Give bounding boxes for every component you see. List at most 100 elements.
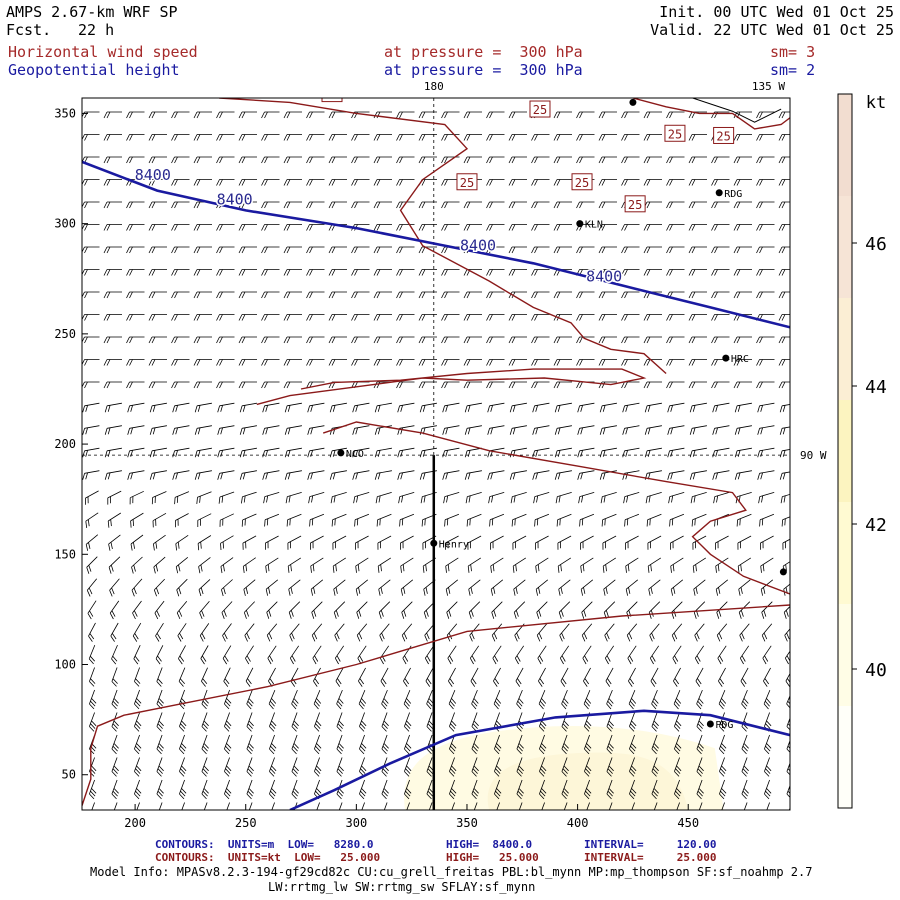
wind-barb <box>306 336 325 344</box>
wind-barb <box>126 246 145 254</box>
wind-barb <box>670 535 684 550</box>
wind-barb <box>271 802 275 810</box>
wind-barb <box>418 314 437 321</box>
wind-barb <box>598 111 617 119</box>
wind-barb <box>308 492 325 504</box>
wind-barb <box>381 757 389 777</box>
wind-barb <box>396 111 415 119</box>
wind-barb <box>328 111 347 119</box>
wind-barb <box>463 291 482 299</box>
wind-barb <box>778 179 790 186</box>
wind-barb <box>626 623 638 642</box>
wind-barb <box>717 645 727 665</box>
wind-barb <box>332 557 347 573</box>
wind-barb <box>622 447 640 458</box>
wind-barb <box>778 246 790 254</box>
wind-barb <box>531 201 550 209</box>
y-tick-label: 50 <box>62 768 76 782</box>
wind-barb <box>688 179 707 186</box>
wind-barb <box>154 600 165 620</box>
wind-barb <box>82 402 100 413</box>
wind-barb <box>449 757 457 777</box>
wind-barb <box>696 734 704 755</box>
wind-barb <box>712 425 730 435</box>
field2-level: at pressure = 300 hPa <box>384 61 583 79</box>
wind-barb <box>269 757 277 777</box>
wind-barb <box>756 359 775 366</box>
wind-barb <box>238 246 257 254</box>
wind-barb <box>288 579 301 596</box>
wind-barb <box>580 579 594 596</box>
wind-barb <box>356 601 368 619</box>
wind-barb <box>733 359 752 366</box>
wind-barb <box>267 645 277 665</box>
colorbar-swatch <box>838 400 852 502</box>
wind-barb <box>576 134 595 141</box>
wind-barb <box>737 557 752 573</box>
svg-text:25: 25 <box>628 198 642 212</box>
wind-barb <box>289 623 300 642</box>
wind-barb <box>426 757 434 777</box>
wind-barb <box>373 179 392 186</box>
wind-barb <box>733 269 752 276</box>
wind-barb <box>621 314 640 321</box>
wind-barb <box>148 224 167 231</box>
wind-barb <box>396 224 415 231</box>
wind-barb <box>486 269 505 276</box>
station-marker: NCO <box>337 449 364 460</box>
height-contour-label: 8400 <box>135 166 171 184</box>
wind-barb <box>468 579 481 596</box>
wind-barb <box>243 579 256 596</box>
wind-barb <box>584 757 592 777</box>
wind-barb <box>764 779 772 800</box>
wind-barb <box>103 111 122 119</box>
station-marker: HRC <box>722 354 749 365</box>
wind-barb <box>171 246 190 254</box>
wind-barb <box>580 535 594 550</box>
wind-barb <box>380 667 389 687</box>
wind-barb <box>539 734 547 755</box>
plot-frame <box>81 97 791 811</box>
wind-barb <box>446 601 458 619</box>
wind-barb <box>715 579 729 596</box>
wind-barb <box>134 667 141 687</box>
wind-barb <box>689 447 707 458</box>
wind-barb <box>172 402 190 413</box>
wind-barb <box>243 601 255 619</box>
wind-barb <box>224 757 232 777</box>
wind-barb <box>261 291 280 299</box>
wind-barb <box>86 556 98 574</box>
speed-contour <box>632 98 790 130</box>
wind-barb <box>103 359 122 366</box>
wind-barb <box>579 513 595 527</box>
wind-barb <box>558 601 571 619</box>
wind-barb <box>148 201 167 209</box>
wind-barb <box>355 579 369 596</box>
wind-barb <box>734 402 752 413</box>
wind-barb <box>314 734 322 755</box>
wind-barb <box>670 579 684 596</box>
wind-barb <box>693 579 706 596</box>
wind-barb <box>419 402 437 413</box>
wind-barb <box>711 156 730 164</box>
wind-barb <box>351 314 370 321</box>
wind-barb <box>373 269 392 276</box>
wind-barb <box>668 492 685 504</box>
wind-barb <box>738 601 751 619</box>
wind-barb <box>715 535 729 550</box>
wind-barb <box>486 201 505 209</box>
wind-barb <box>598 224 617 231</box>
wind-barb <box>644 402 662 413</box>
wind-barb <box>643 336 662 344</box>
wind-barb <box>445 535 459 550</box>
wind-barb <box>330 492 347 504</box>
wind-barb <box>401 623 413 642</box>
wind-barb <box>688 201 707 209</box>
wind-barb <box>131 556 143 574</box>
wind-barb <box>553 224 572 231</box>
wind-barb <box>375 492 392 504</box>
wind-barb <box>509 402 527 413</box>
height-contour-label: 8400 <box>586 268 622 286</box>
wind-barb <box>734 425 752 435</box>
